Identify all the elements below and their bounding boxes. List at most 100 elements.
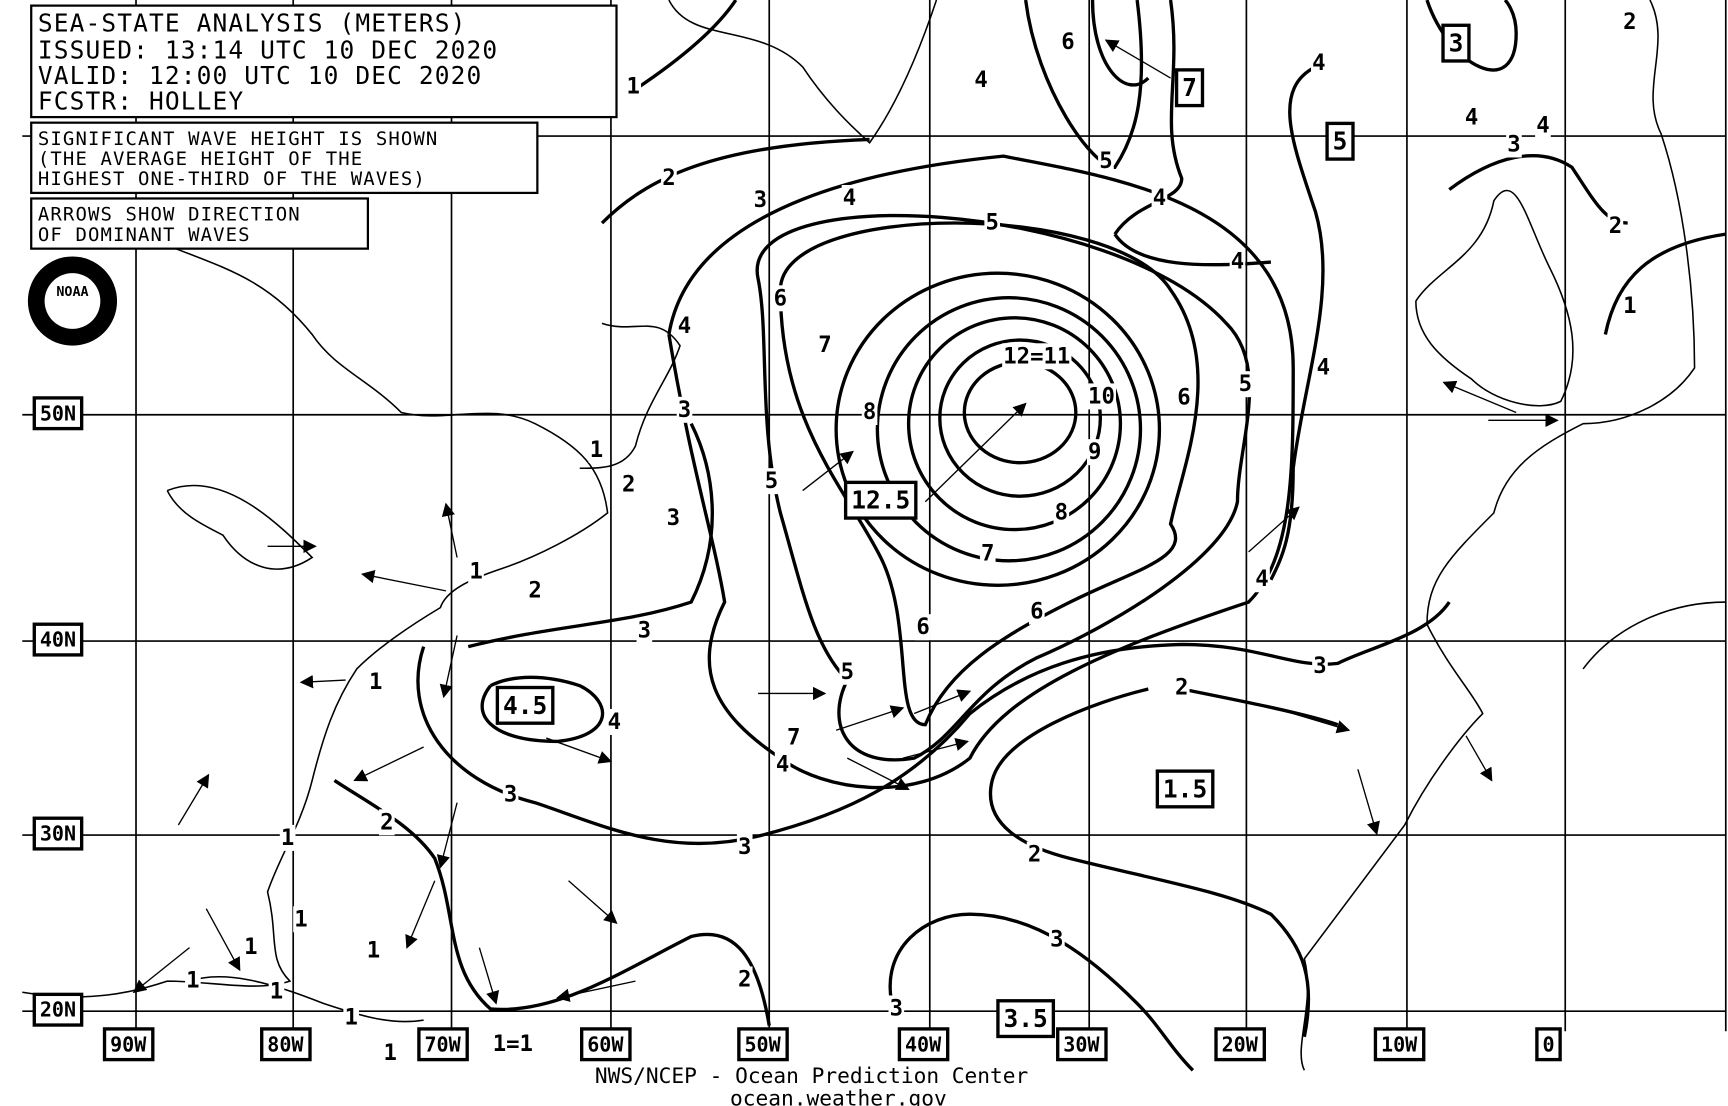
note-line: OF DOMINANT WAVES (38, 224, 251, 246)
contour-label-bg (1229, 248, 1246, 275)
contour-label-bg (676, 396, 693, 423)
contour-label-bg (1237, 371, 1254, 398)
contour-label: 6 (1030, 599, 1043, 625)
contour-label-bg (527, 577, 543, 604)
contour-label: 4 (1465, 105, 1478, 131)
lon-label-box (1373, 1027, 1426, 1062)
contour-label: 3 (754, 187, 767, 213)
lat-label-box (32, 816, 84, 851)
contour-label-bg (365, 937, 382, 964)
contour-label: 4 (1317, 354, 1330, 380)
header-line: VALID: 12:00 UTC 10 DEC 2020 (38, 61, 483, 90)
contour-label-bg (785, 724, 802, 751)
contour-label-bg (468, 558, 484, 585)
lon-label: 90W (110, 1032, 147, 1056)
lon-label-box (1535, 1027, 1562, 1062)
contour-label: 7 (818, 332, 831, 358)
contour-label-bg (502, 781, 519, 808)
contour-label-bg (1026, 841, 1043, 868)
contour-label-bg (379, 809, 395, 836)
contour-label-bg (1622, 8, 1638, 35)
height-box: 4.5 (503, 691, 547, 720)
contour-label: 6 (1177, 385, 1190, 411)
contour-label-bg (1098, 148, 1114, 175)
lon-label: 20W (1222, 1032, 1259, 1056)
contour-label: 8 (863, 399, 876, 425)
contour-label-bg (888, 995, 905, 1022)
contour-label-bg (1028, 598, 1045, 625)
note-line: ARROWS SHOW DIRECTION (38, 204, 301, 226)
contour-label: 3 (738, 834, 751, 860)
height-box-box (1174, 68, 1205, 108)
contour-label: 4 (974, 67, 987, 93)
header-line: FCSTR: HOLLEY (38, 87, 244, 116)
contour-label-bg (1315, 354, 1332, 381)
contour-label: 3 (678, 397, 691, 423)
contour-label: 2 (1609, 213, 1622, 239)
contour-label-bg (817, 332, 833, 359)
contour-label-bg (1060, 28, 1076, 55)
contour-label-bg (279, 824, 296, 851)
contour-label-bg (839, 658, 856, 685)
height-box: 3 (1449, 29, 1464, 58)
contour-label: 4 (1536, 113, 1549, 139)
contour-label: 9 (1088, 439, 1101, 465)
contour-label-bg (774, 751, 791, 778)
contour-label: 1 (186, 968, 199, 994)
contour-label-bg (1535, 112, 1551, 139)
lon-label-box (1214, 1027, 1266, 1062)
contour-label: 1 (294, 906, 307, 932)
contour-label-bg (382, 1040, 399, 1067)
contour-label-bg (1086, 383, 1116, 410)
header-line: SEA-STATE ANALYSIS (METERS) (38, 9, 467, 38)
contour-label: 1 (383, 1040, 396, 1066)
contour-label-bg (1053, 499, 1070, 526)
contour-label: 1 (281, 825, 294, 851)
note-line: HIGHEST ONE-THIRD OF THE WAVES) (38, 168, 426, 190)
contour-label: 8 (1055, 499, 1068, 525)
lat-label: 20N (40, 998, 76, 1022)
contour-label-bg (661, 164, 677, 191)
height-box-box (1155, 769, 1215, 809)
contour-label: 3 (667, 505, 680, 531)
contour-label: 4 (608, 709, 621, 735)
height-box-box (1325, 121, 1355, 161)
contour-label-bg (665, 504, 682, 531)
contour-label-bg (861, 399, 878, 426)
contour-label-bg (491, 1031, 535, 1058)
contour-label: 5 (1099, 148, 1112, 174)
contour-label: 3 (890, 995, 903, 1021)
footer-line: NWS/NCEP - Ocean Prediction Center (595, 1063, 1028, 1088)
contour-label: 2 (528, 577, 541, 603)
contour-label-bg (752, 187, 769, 214)
note-box (30, 121, 539, 195)
contour-label: 3 (1050, 926, 1063, 952)
contour-label: 5 (765, 468, 778, 494)
lon-label-box (1056, 1027, 1108, 1062)
contour-label-bg (1176, 384, 1192, 411)
contour-label-bg (1312, 653, 1328, 680)
contour-label: 4 (678, 313, 691, 339)
footer-line: ocean.weather.gov (730, 1085, 947, 1106)
contour-label: 3 (1507, 131, 1520, 157)
contour-label-bg (1607, 212, 1624, 239)
contour-label-bg (293, 906, 309, 933)
contour-label-bg (973, 66, 989, 93)
height-box-box (996, 999, 1056, 1039)
contour-label: 1 (469, 558, 482, 584)
contour-label: 2 (662, 165, 675, 191)
contour-label-bg (625, 73, 642, 100)
contour-label: 1 (627, 73, 640, 99)
contour-label-bg (343, 1004, 359, 1031)
contour-label: 1 (344, 1004, 357, 1030)
lat-label-box (32, 396, 84, 431)
contour-label: 3 (504, 781, 517, 807)
height-box-box (843, 480, 918, 520)
height-box: 5 (1333, 127, 1348, 156)
contour-label-bg (736, 833, 753, 860)
contour-label-bg (1622, 293, 1638, 320)
contour-label: 1 (270, 979, 283, 1005)
contour-label-bg (588, 436, 605, 463)
contour-label: 1 (1623, 293, 1636, 319)
